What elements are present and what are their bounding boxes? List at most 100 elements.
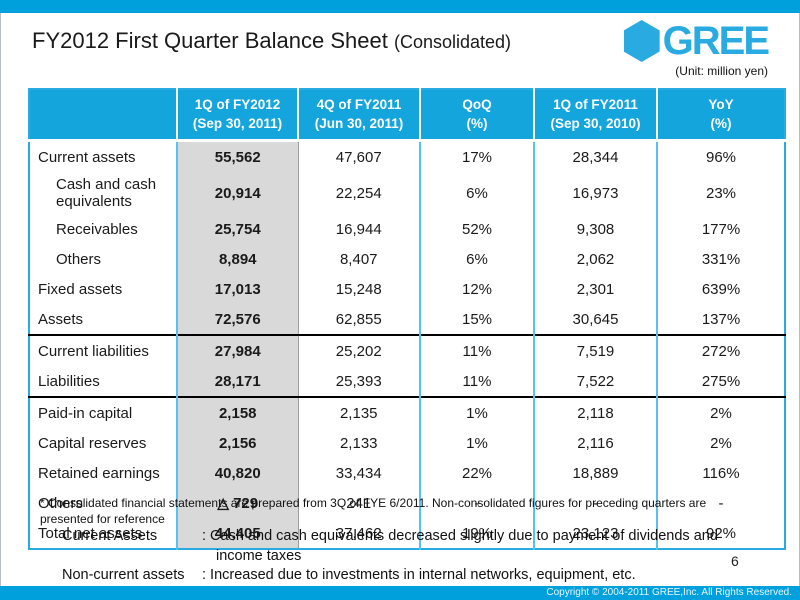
cell-1q-fy2011: 23,123 [534, 518, 658, 549]
cell-yoy: 272% [657, 334, 785, 366]
cell-1q-fy2012: 25,754 [176, 214, 299, 244]
header-line: (%) [466, 115, 488, 131]
cell-4q-fy2011: 2,133 [298, 428, 421, 458]
cell-1q-fy2011: 7,522 [534, 366, 658, 397]
note-text: : Cash and cash equivalents decreased sl… [202, 528, 718, 564]
note-current-assets: Current Assets : Cash and cash equivalen… [62, 527, 732, 566]
table-row-receivables: Receivables 25,754 16,944 52% 9,308 177% [29, 214, 785, 244]
cell-qoq: 6% [420, 244, 535, 274]
row-label: Retained earnings [29, 458, 178, 488]
header-line: 4Q of FY2011 [316, 97, 402, 113]
cell-1q-fy2011: 2,301 [534, 274, 658, 304]
cell-4q-fy2011: 241 [298, 488, 421, 518]
cell-yoy: 275% [701, 372, 741, 390]
cell-4q-fy2011: 47,607 [298, 140, 421, 172]
cell-1q-fy2011: - [534, 488, 658, 518]
cell-yoy: 331% [701, 250, 741, 268]
header-qoq: QoQ (%) [420, 89, 535, 142]
cell-1q-fy2012: 44,405 [176, 518, 299, 549]
cell-1q-fy2012: 28,171 [176, 366, 299, 397]
cell-yoy: 116% [702, 464, 740, 482]
footnote-asterisk: * Consolidated financial statements are … [40, 496, 707, 527]
page-title-suffix: (Consolidated) [393, 32, 512, 52]
gree-logo: GREE [623, 19, 770, 63]
header-line: (Sep 30, 2011) [192, 115, 283, 131]
note-label: Current Assets [62, 528, 158, 544]
row-label: Cash and cash equivalents [29, 172, 178, 214]
cell-qoq: 1% [420, 396, 535, 428]
cell-1q-fy2011: 28,344 [534, 140, 658, 172]
row-label: Capital reserves [29, 428, 178, 458]
cell-qoq: - [420, 488, 535, 518]
header-line: (Sep 30, 2010) [550, 115, 641, 131]
cell-4q-fy2011: 25,202 [298, 334, 421, 366]
cell-4q-fy2011: 2,135 [298, 396, 421, 428]
cell-yoy: 96% [705, 148, 737, 166]
table-row-others-assets: Others 8,894 8,407 6% 2,062 331% [29, 244, 785, 274]
cell-4q-fy2011: 15,248 [298, 274, 421, 304]
header-empty [29, 89, 178, 142]
row-label: Fixed assets [29, 274, 178, 304]
cell-1q-fy2012: △ 729 [176, 488, 299, 518]
row-label: Current assets [29, 140, 178, 172]
note-non-current-assets: Non-current assets : Increased due to in… [62, 566, 732, 586]
cell-4q-fy2011: 37,462 [298, 518, 421, 549]
bottom-accent-bar: Copyright © 2004-2011 GREE,Inc. All Righ… [0, 586, 800, 600]
row-label: Others [29, 488, 178, 518]
table-row-current-liabilities: Current liabilities 27,984 25,202 11% 7,… [29, 334, 785, 366]
cell-qoq: 12% [420, 274, 535, 304]
balance-sheet-table: 1Q of FY2012 (Sep 30, 2011) 4Q of FY2011… [28, 88, 786, 550]
header-1q-fy2012: 1Q of FY2012 (Sep 30, 2011) [177, 89, 299, 142]
page-title: FY2012 First Quarter Balance Sheet (Cons… [32, 28, 511, 54]
cell-1q-fy2012: 17,013 [176, 274, 299, 304]
cell-1q-fy2011: 7,519 [534, 334, 658, 366]
header-line: 1Q of FY2011 [553, 97, 638, 113]
cell-1q-fy2012: 8,894 [176, 244, 299, 274]
cell-qoq: 1% [420, 428, 535, 458]
table-row-assets: Assets 72,576 62,855 15% 30,645 137% [29, 304, 785, 335]
note-text: : Increased due to investments in intern… [202, 567, 636, 584]
cell-qoq: 22% [420, 458, 535, 488]
header-1q-fy2011: 1Q of FY2011 (Sep 30, 2010) [534, 89, 658, 142]
cell-1q-fy2012: 55,562 [176, 140, 299, 172]
cell-1q-fy2011: 16,973 [534, 172, 658, 214]
cell-1q-fy2011: 9,308 [534, 214, 658, 244]
cell-1q-fy2012: 2,158 [176, 396, 299, 428]
header-line: 1Q of FY2012 [194, 97, 281, 113]
cell-qoq: 52% [420, 214, 535, 244]
row-label: Others [29, 244, 178, 274]
table-row-total-net-assets: Total net assets 44,405 37,462 19% 23,12… [29, 518, 785, 549]
unit-note: (Unit: million yen) [675, 64, 768, 78]
table-row-paid-in-capital: Paid-in capital 2,158 2,135 1% 2,118 2% [29, 396, 785, 428]
cell-1q-fy2012: 2,156 [176, 428, 299, 458]
cell-1q-fy2012: 40,820 [176, 458, 299, 488]
top-accent-bar [0, 0, 800, 13]
cell-qoq: 15% [420, 304, 535, 335]
cell-yoy: - [718, 494, 724, 512]
cell-yoy: 92% [705, 524, 737, 542]
gree-hexagon-icon [623, 20, 660, 62]
cell-4q-fy2011: 25,393 [298, 366, 421, 397]
cell-4q-fy2011: 8,407 [298, 244, 421, 274]
cell-4q-fy2011: 16,944 [298, 214, 421, 244]
cell-1q-fy2012: 27,984 [176, 334, 299, 366]
table-body: Current assets 55,562 47,607 17% 28,344 … [29, 140, 785, 549]
copyright-text: Copyright © 2004-2011 GREE,Inc. All Righ… [546, 587, 792, 598]
header-row: 1Q of FY2012 (Sep 30, 2011) 4Q of FY2011… [29, 89, 785, 142]
cell-yoy: 137% [701, 310, 741, 328]
cell-qoq: 11% [420, 366, 535, 397]
cell-1q-fy2011: 30,645 [534, 304, 658, 335]
page-number: 6 [731, 553, 739, 569]
row-label: Liabilities [29, 366, 178, 397]
table-row-fixed-assets: Fixed assets 17,013 15,248 12% 2,301 639… [29, 274, 785, 304]
cell-yoy: 23% [705, 184, 737, 202]
gree-logo-text: GREE [662, 19, 770, 63]
row-label: Total net assets [29, 518, 178, 549]
cell-1q-fy2012: 20,914 [176, 172, 299, 214]
cell-yoy: 2% [657, 396, 785, 428]
cell-1q-fy2011: 2,062 [534, 244, 658, 274]
header-line: QoQ [462, 97, 492, 113]
row-label: Paid-in capital [29, 396, 178, 428]
table-row-liabilities: Liabilities 28,171 25,393 11% 7,522 275% [29, 366, 785, 397]
